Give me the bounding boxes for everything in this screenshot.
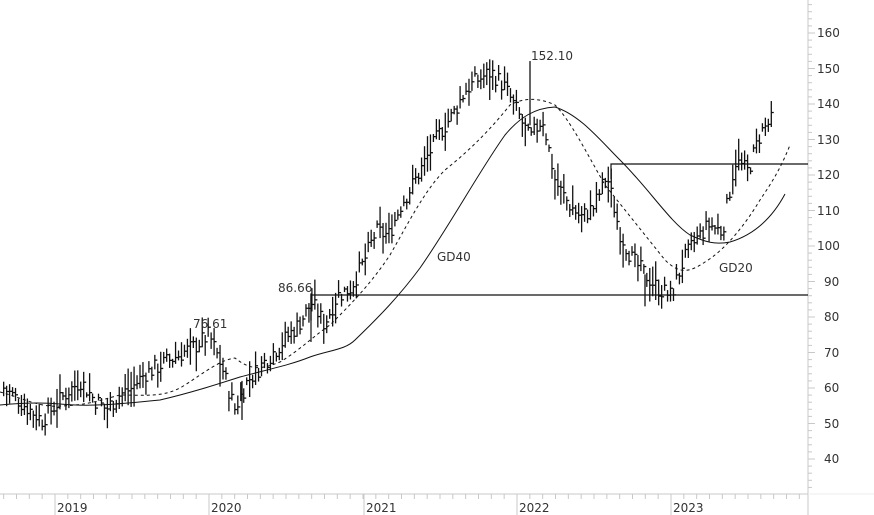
x-label-2022: 2022 (519, 501, 550, 515)
x-axis-labels: 2019 2020 2021 2022 2023 (54, 494, 704, 515)
annotation-76-61: 76.61 (193, 317, 227, 331)
price-bars (3, 59, 774, 436)
gd20-label: GD20 (719, 261, 753, 275)
x-label-2020: 2020 (211, 501, 242, 515)
y-label-40: 40 (824, 452, 839, 466)
annotation-152-10: 152.10 (531, 49, 573, 63)
x-label-2019: 2019 (57, 501, 88, 515)
y-label-70: 70 (824, 346, 839, 360)
y-label-120: 120 (817, 168, 840, 182)
x-label-2023: 2023 (673, 501, 704, 515)
y-label-110: 110 (817, 204, 840, 218)
y-label-130: 130 (817, 133, 840, 147)
y-label-140: 140 (817, 97, 840, 111)
support-line-86-66 (310, 294, 808, 342)
y-label-150: 150 (817, 62, 840, 76)
gd40-label: GD40 (437, 250, 471, 264)
gd40-moving-average-line (0, 106, 786, 406)
x-axis-ticks (3, 494, 800, 499)
y-label-50: 50 (824, 417, 839, 431)
annotation-86-66: 86.66 (278, 281, 312, 295)
x-label-2021: 2021 (366, 501, 397, 515)
resistance-line-123 (610, 163, 808, 179)
y-axis-ticks (808, 4, 815, 488)
y-label-60: 60 (824, 381, 839, 395)
y-label-100: 100 (817, 239, 840, 253)
y-label-90: 90 (824, 275, 839, 289)
y-axis-labels: 160 150 140 130 120 110 100 90 80 70 60 … (817, 26, 840, 466)
y-label-80: 80 (824, 310, 839, 324)
y-label-160: 160 (817, 26, 840, 40)
gd20-moving-average-line (0, 98, 791, 407)
